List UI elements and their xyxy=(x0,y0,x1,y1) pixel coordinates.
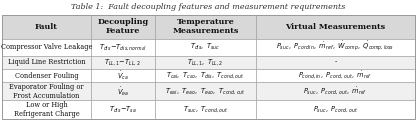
Bar xyxy=(155,100,256,119)
Text: $P_{suc},\ P_{condin},\ \dot{m}_{ref},\ \dot{W}_{comp},\ \dot{Q}_{comp,loss}$: $P_{suc},\ P_{condin},\ \dot{m}_{ref},\ … xyxy=(276,40,394,54)
Bar xyxy=(91,56,155,69)
Text: Low or High
Refrigerant Charge: Low or High Refrigerant Charge xyxy=(14,101,79,118)
Text: Decoupling
Feature: Decoupling Feature xyxy=(97,18,148,35)
Bar xyxy=(155,39,256,56)
Bar xyxy=(91,100,155,119)
Bar xyxy=(91,69,155,82)
Bar xyxy=(2,69,91,82)
Text: $P_{cond,in},\ P_{cond,out},\ \dot{m}_{ref}$: $P_{cond,in},\ P_{cond,out},\ \dot{m}_{r… xyxy=(299,70,372,81)
Text: Table 1:  Fault decoupling features and measurement requirements: Table 1: Fault decoupling features and m… xyxy=(71,3,346,11)
Bar xyxy=(256,56,415,69)
Text: $P_{suc},\ P_{cond,out}$: $P_{suc},\ P_{cond,out}$ xyxy=(313,104,358,114)
Bar xyxy=(256,69,415,82)
Bar xyxy=(2,100,91,119)
Bar xyxy=(2,15,415,119)
Bar xyxy=(2,82,91,100)
Bar xyxy=(256,15,415,39)
Text: $T_{cai},\ T_{cao},\ T_{dis},\ T_{cond,out}$: $T_{cai},\ T_{cao},\ T_{dis},\ T_{cond,o… xyxy=(166,71,245,80)
Bar xyxy=(155,15,256,39)
Text: $T_{LL,1},\ T_{LL,2}$: $T_{LL,1},\ T_{LL,2}$ xyxy=(187,57,224,67)
Text: Fault: Fault xyxy=(35,23,58,31)
Text: $T_{suc},\ T_{cond,out}$: $T_{suc},\ T_{cond,out}$ xyxy=(183,104,228,114)
Text: Liquid Line Restriction: Liquid Line Restriction xyxy=(8,58,85,66)
Text: -: - xyxy=(334,58,337,66)
Bar xyxy=(256,39,415,56)
Bar xyxy=(2,56,91,69)
Text: $T_{dis},\ T_{suc}$: $T_{dis},\ T_{suc}$ xyxy=(190,42,221,52)
Text: $\dot{V}_{ca}$: $\dot{V}_{ca}$ xyxy=(117,69,129,82)
Text: Evaporator Fouling or
Frost Accumulation: Evaporator Fouling or Frost Accumulation xyxy=(9,83,84,100)
Text: $\dot{V}_{ea}$: $\dot{V}_{ea}$ xyxy=(117,85,129,98)
Bar xyxy=(256,82,415,100)
Text: $T_{LL,1}\!-\!T_{LL,2}$: $T_{LL,1}\!-\!T_{LL,2}$ xyxy=(104,57,141,67)
Bar xyxy=(2,39,91,56)
Text: Condenser Fouling: Condenser Fouling xyxy=(15,72,78,79)
Text: Virtual Measurements: Virtual Measurements xyxy=(285,23,385,31)
Text: $T_{dis}\!-\!T_{dis,normal}$: $T_{dis}\!-\!T_{dis,normal}$ xyxy=(99,42,147,52)
Text: Temperature
Measurements: Temperature Measurements xyxy=(172,18,239,35)
Text: Compressor Valve Leakage: Compressor Valve Leakage xyxy=(1,43,92,51)
Bar xyxy=(91,82,155,100)
Bar xyxy=(155,56,256,69)
Bar xyxy=(155,69,256,82)
Bar xyxy=(256,100,415,119)
Text: $P_{suc},\ P_{cond,out},\ \dot{m}_{ref}$: $P_{suc},\ P_{cond,out},\ \dot{m}_{ref}$ xyxy=(304,85,367,97)
Text: $T_{eai},\ T_{eao},\ T_{eao},\ T_{cond,out}$: $T_{eai},\ T_{eao},\ T_{eao},\ T_{cond,o… xyxy=(165,86,246,96)
Bar xyxy=(91,15,155,39)
Bar xyxy=(155,82,256,100)
Text: $T_{dis}\!-\!T_{sa}$: $T_{dis}\!-\!T_{sa}$ xyxy=(109,104,137,115)
Bar xyxy=(2,15,91,39)
Bar xyxy=(91,39,155,56)
